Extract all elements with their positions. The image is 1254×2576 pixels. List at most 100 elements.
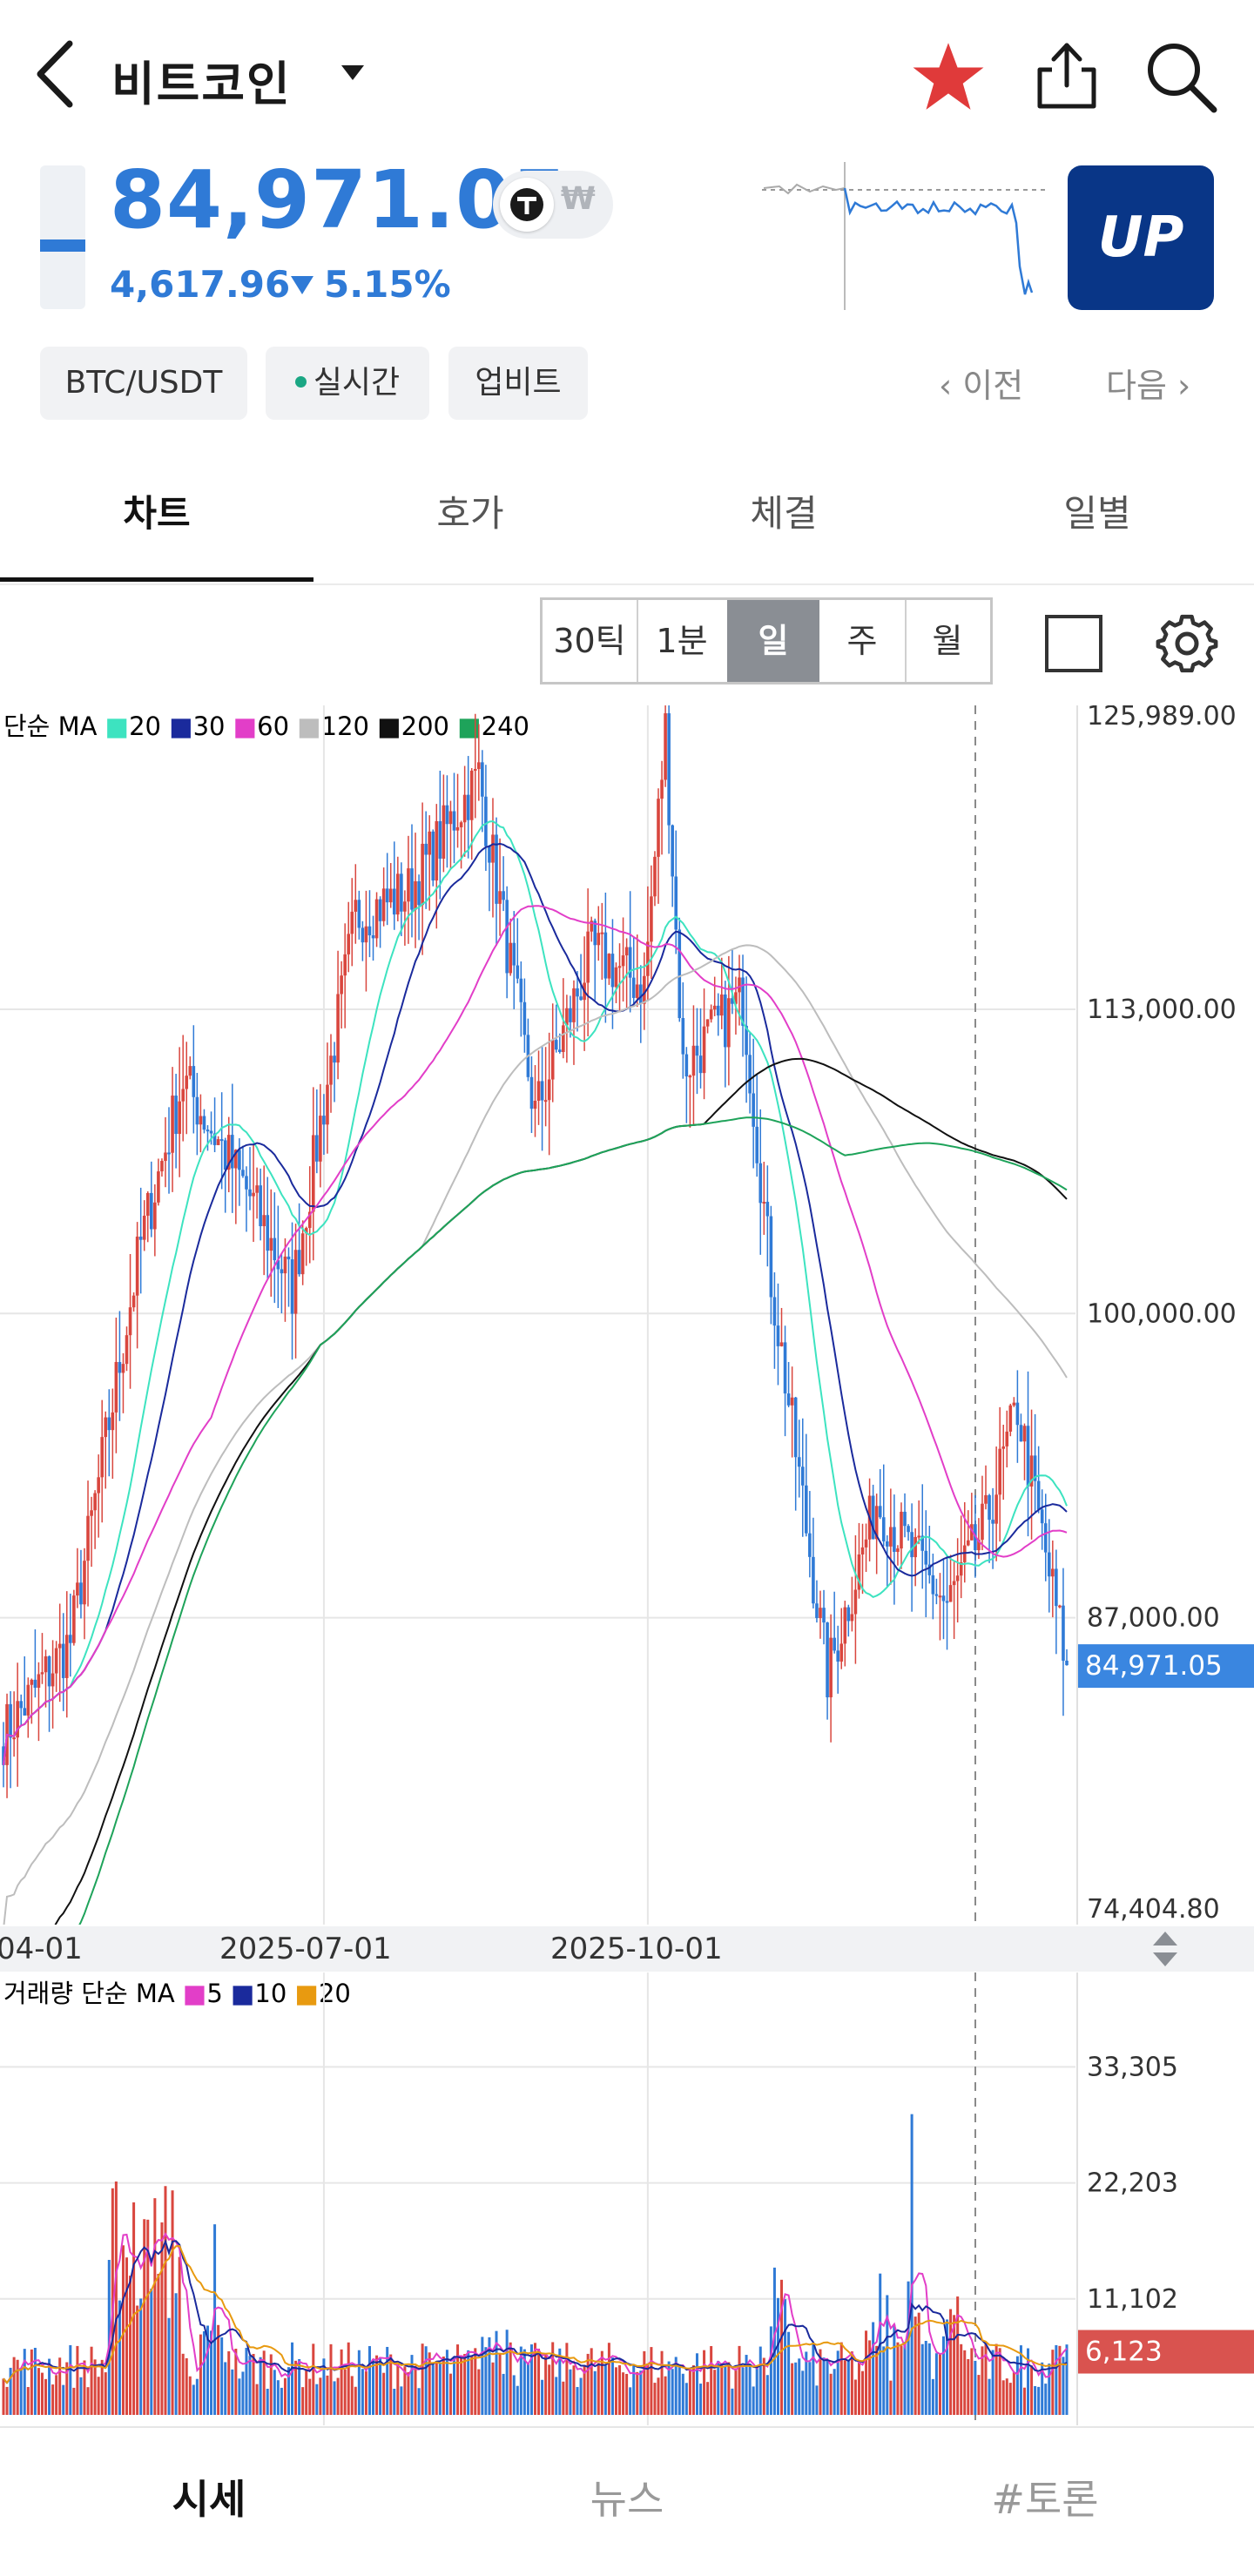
volume-bar xyxy=(544,2354,548,2415)
volume-bar xyxy=(185,2357,188,2415)
next-label: 다음 xyxy=(1106,367,1167,405)
tab-daily[interactable]: 일별 xyxy=(1063,492,1131,535)
tether-icon[interactable] xyxy=(500,178,554,232)
volume-bar xyxy=(886,2295,889,2415)
candle-body xyxy=(202,1116,206,1130)
timeframe-week[interactable]: 주 xyxy=(819,600,907,682)
candle-body xyxy=(684,1054,689,1077)
chevron-left-icon: ‹ xyxy=(939,367,963,405)
ma-line xyxy=(3,944,1068,1925)
search-icon[interactable] xyxy=(1141,37,1221,117)
candle-body xyxy=(529,1076,534,1109)
candle-body xyxy=(234,1150,238,1169)
candle-body xyxy=(984,1494,988,1504)
candle-body xyxy=(118,1361,122,1373)
date-label: 2025-10-01 xyxy=(550,1932,723,1966)
volume-bar xyxy=(114,2182,118,2415)
won-currency-icon[interactable]: ₩ xyxy=(561,181,596,217)
tab-trades[interactable]: 체결 xyxy=(750,492,818,535)
share-icon[interactable] xyxy=(1028,37,1106,115)
volume-bar xyxy=(347,2342,350,2415)
volume-axis-label: 33,305 xyxy=(1087,2052,1178,2082)
candle-body xyxy=(712,1005,717,1010)
nav-discussion[interactable]: #토론 xyxy=(991,2476,1099,2523)
candle-body xyxy=(952,1581,956,1586)
prev-button[interactable]: ‹ 이전 xyxy=(939,359,1023,407)
candle-body xyxy=(104,1417,108,1438)
gear-icon[interactable] xyxy=(1153,610,1221,678)
price-range-bar xyxy=(40,165,85,309)
ma-line xyxy=(3,819,1068,1766)
page-title[interactable]: 비트코인 xyxy=(111,57,292,111)
volume-bar xyxy=(276,2380,280,2415)
resize-handle-icon[interactable] xyxy=(1148,1928,1183,1970)
volume-bar xyxy=(632,2365,636,2415)
volume-bar xyxy=(467,2350,470,2415)
candle-body xyxy=(667,713,671,826)
nav-news[interactable]: 뉴스 xyxy=(590,2476,664,2523)
volume-bar xyxy=(805,2351,808,2415)
volume-bar xyxy=(914,2316,917,2415)
tab-chart[interactable]: 차트 xyxy=(123,492,191,535)
favorite-star-icon[interactable] xyxy=(910,38,987,115)
upbit-logo[interactable]: UP xyxy=(1068,165,1214,310)
price-chart[interactable]: 단순 MA ■20 ■30 ■60 ■120 ■200 ■240 125,989… xyxy=(0,705,1254,1925)
candle-body xyxy=(565,1008,569,1026)
candle-body xyxy=(927,1564,932,1575)
volume-bar xyxy=(410,2355,414,2415)
candle-body xyxy=(333,1055,336,1063)
realtime-chip[interactable]: 실시간 xyxy=(266,347,429,420)
legend-label: 20 xyxy=(129,711,169,741)
timeframe-month[interactable]: 월 xyxy=(932,622,963,660)
volume-bar xyxy=(678,2364,681,2415)
volume-bar xyxy=(474,2348,477,2415)
candle-body xyxy=(255,1185,259,1193)
volume-bar xyxy=(202,2330,206,2415)
candle-body xyxy=(135,1236,139,1296)
candle-body xyxy=(955,1575,960,1581)
volume-bar xyxy=(55,2375,58,2415)
timeframe-1min[interactable]: 1분 xyxy=(637,600,729,682)
volume-bar xyxy=(333,2381,336,2415)
candle-body xyxy=(843,1607,847,1644)
volume-bar xyxy=(833,2369,836,2415)
volume-bar xyxy=(403,2366,407,2415)
timeframe-30tick[interactable]: 30틱 xyxy=(543,600,638,682)
candle-body xyxy=(857,1554,861,1590)
candle-body xyxy=(367,926,372,935)
volume-bar xyxy=(1055,2344,1058,2415)
volume-bar xyxy=(752,2386,755,2415)
candle-body xyxy=(688,1076,692,1078)
candle-body xyxy=(698,1055,703,1074)
candle-body xyxy=(138,1236,143,1240)
candle-body xyxy=(600,932,604,934)
pair-chip[interactable]: BTC/USDT xyxy=(40,347,247,420)
candle-body xyxy=(1015,1402,1020,1426)
volume-bar xyxy=(326,2375,329,2415)
timeframe-day[interactable]: 일 xyxy=(727,600,819,682)
volume-chart[interactable]: 거래량 단순 MA ■5 ■10 ■20 33,305 22,203 11,102 6… xyxy=(0,1972,1254,2425)
candle-body xyxy=(160,1161,164,1172)
volume-bar xyxy=(938,2353,941,2415)
candle-body xyxy=(448,811,453,825)
volume-bar xyxy=(181,2353,185,2415)
exchange-chip[interactable]: 업비트 xyxy=(448,347,588,420)
volume-bar xyxy=(772,2267,776,2415)
candle-body xyxy=(522,1001,527,1035)
nav-market[interactable]: 시세 xyxy=(172,2476,246,2523)
volume-bar xyxy=(801,2370,805,2415)
volume-bar xyxy=(477,2369,481,2415)
volume-bar xyxy=(597,2363,600,2415)
chevron-down-icon[interactable] xyxy=(338,57,367,87)
mini-chart-premarket-line xyxy=(763,183,846,195)
fullscreen-icon[interactable] xyxy=(1045,615,1102,672)
next-button[interactable]: 다음 › xyxy=(1106,359,1190,407)
volume-bar xyxy=(199,2334,202,2415)
candle-body xyxy=(498,891,502,904)
tab-orderbook[interactable]: 호가 xyxy=(436,492,504,535)
volume-bar xyxy=(259,2357,262,2415)
volume-bar xyxy=(994,2343,998,2415)
mini-price-chart[interactable] xyxy=(762,162,1049,310)
back-arrow-icon[interactable] xyxy=(26,35,87,113)
candle-body xyxy=(125,1335,129,1365)
